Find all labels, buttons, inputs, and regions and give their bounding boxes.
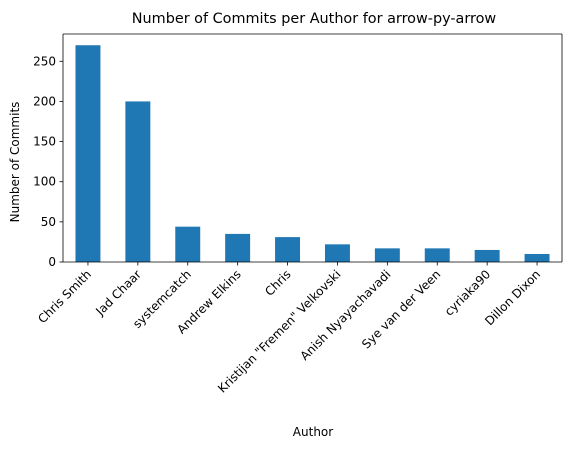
bar (374, 248, 400, 262)
bars-group (75, 45, 550, 263)
bar (524, 253, 550, 262)
bar (474, 249, 500, 262)
bar (275, 237, 301, 262)
x-tick-label: Chris Smith (35, 267, 94, 326)
y-tick-label: 250 (33, 54, 56, 68)
y-tick-label: 0 (48, 255, 56, 269)
y-tick-label: 100 (33, 175, 56, 189)
chart-title: Number of Commits per Author for arrow-p… (132, 11, 497, 27)
x-tick-label: Anish Nyayachavadi (298, 267, 394, 363)
x-tick-label: Jad Chaar (92, 267, 144, 319)
bar (175, 226, 201, 262)
x-tick-label: Chris (262, 267, 293, 298)
x-axis-label: Author (293, 425, 333, 439)
y-tick-label: 200 (33, 94, 56, 108)
plot-frame (62, 33, 563, 263)
y-axis-ticks: 0 50 100 150 200 250 (33, 54, 63, 269)
bar (75, 45, 101, 262)
bar (225, 233, 251, 262)
y-axis-label: Number of Commits (8, 102, 22, 223)
bar (125, 101, 151, 263)
bar (324, 244, 350, 262)
bar (424, 248, 450, 262)
y-tick-label: 150 (33, 135, 56, 149)
y-tick-label: 50 (41, 215, 56, 229)
x-tick-label: cyriaka90 (442, 267, 493, 318)
